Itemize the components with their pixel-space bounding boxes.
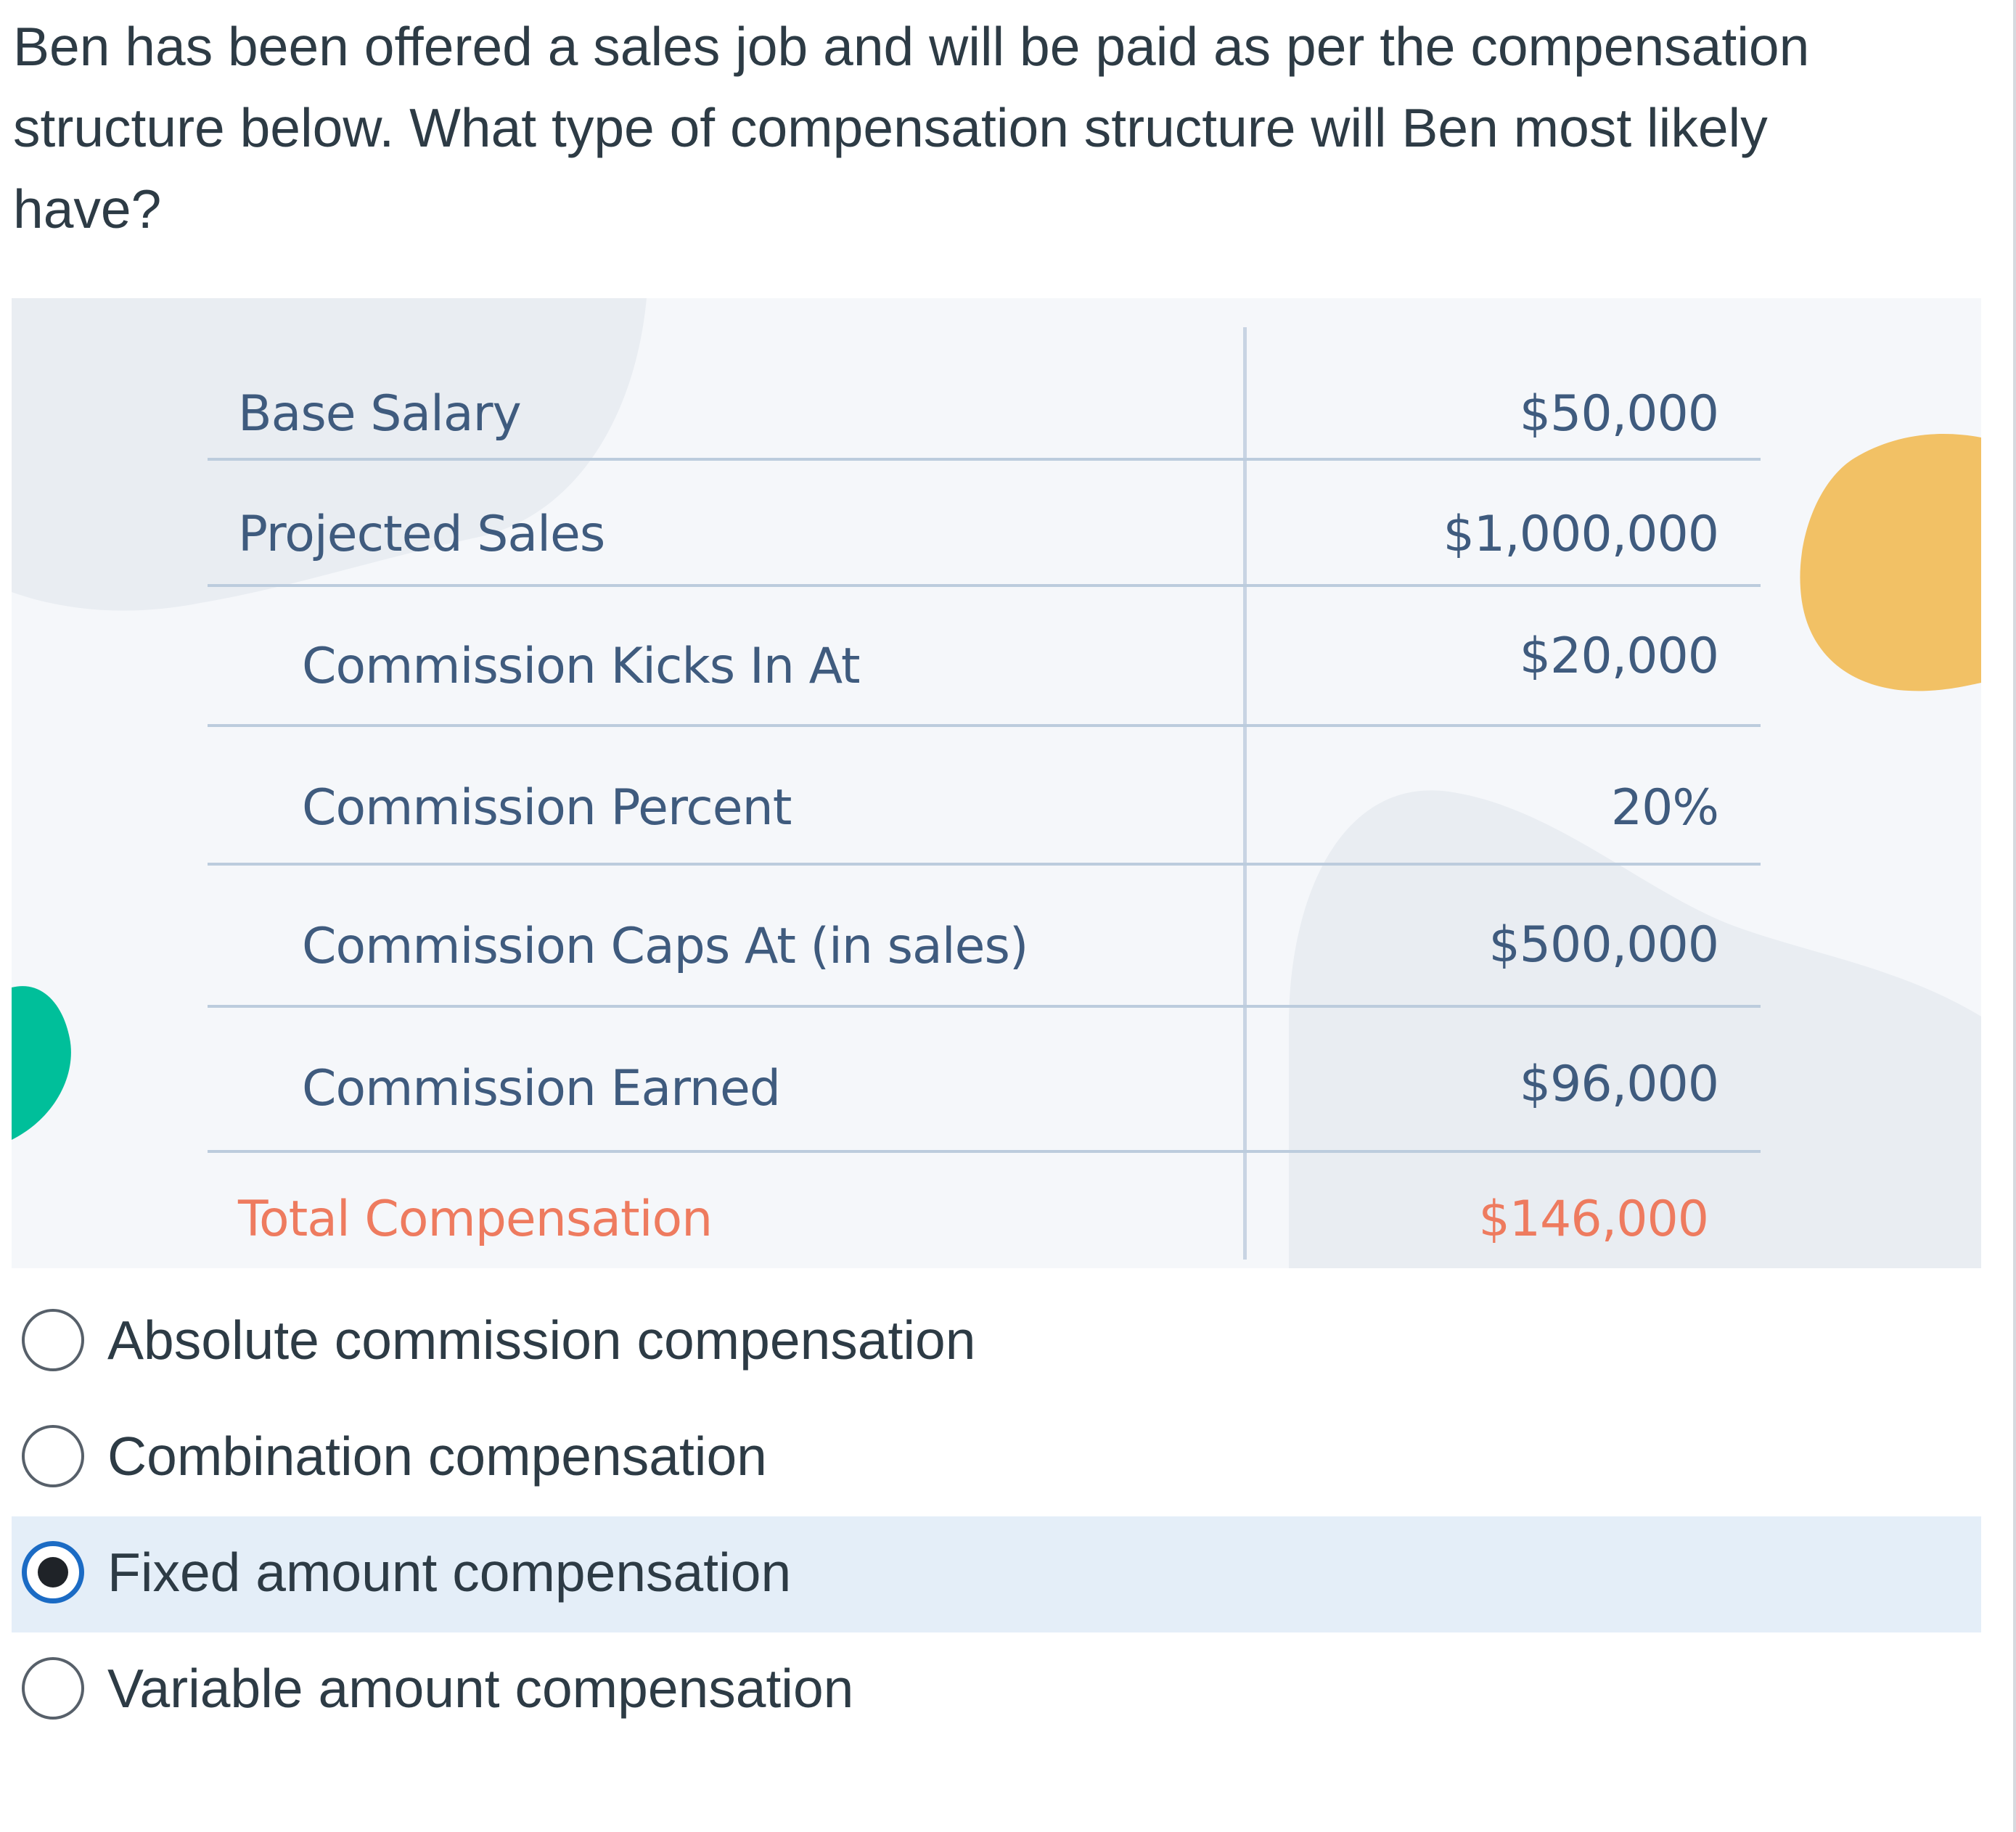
page-right-edge <box>2013 0 2016 1832</box>
table-row: Commission Earned $96,000 <box>208 1008 1761 1153</box>
top-left-blob <box>12 298 647 611</box>
table-row: Commission Kicks In At $20,000 <box>208 587 1761 727</box>
answer-label[interactable]: Fixed amount compensation <box>107 1542 792 1603</box>
green-blob <box>12 986 71 1140</box>
yellow-blob <box>1800 434 1981 691</box>
radio-button[interactable] <box>22 1309 84 1371</box>
row-value: $50,000 <box>1519 385 1719 443</box>
row-divider <box>208 1005 1761 1008</box>
answer-label[interactable]: Variable amount compensation <box>107 1658 854 1719</box>
table-total-row: Total Compensation $146,000 <box>208 1153 1761 1262</box>
row-divider <box>208 458 1761 461</box>
decorative-blobs <box>12 298 1981 1268</box>
row-label: Projected Sales <box>238 506 605 563</box>
total-label: Total Compensation <box>238 1191 713 1248</box>
bottom-right-blob <box>1289 790 1981 1268</box>
answer-option-combination[interactable]: Combination compensation <box>12 1400 1981 1516</box>
row-value: 20% <box>1610 779 1719 837</box>
question-text: Ben has been offered a sales job and wil… <box>13 16 1810 239</box>
row-value: $1,000,000 <box>1443 506 1719 563</box>
row-value: $96,000 <box>1519 1056 1719 1113</box>
row-label: Commission Earned <box>302 1060 781 1117</box>
answer-label[interactable]: Absolute commission compensation <box>107 1310 976 1371</box>
radio-selected-dot <box>38 1557 68 1587</box>
table-row: Commission Caps At (in sales) $500,000 <box>208 866 1761 1008</box>
answer-option-fixed-amount[interactable]: Fixed amount compensation <box>12 1516 1981 1632</box>
row-label: Commission Caps At (in sales) <box>302 918 1028 975</box>
radio-button-selected[interactable] <box>22 1541 84 1603</box>
table-row: Projected Sales $1,000,000 <box>208 461 1761 587</box>
row-value: $500,000 <box>1488 916 1719 974</box>
row-label: Commission Percent <box>302 779 792 837</box>
row-divider <box>208 724 1761 727</box>
compensation-image: Base Salary $50,000 Projected Sales $1,0… <box>12 298 1981 1268</box>
answer-option-absolute-commission[interactable]: Absolute commission compensation <box>12 1284 1981 1400</box>
answer-label[interactable]: Combination compensation <box>107 1426 767 1487</box>
table-row: Commission Percent 20% <box>208 727 1761 866</box>
radio-button[interactable] <box>22 1657 84 1720</box>
row-divider <box>208 1150 1761 1153</box>
answer-option-variable-amount[interactable]: Variable amount compensation <box>12 1632 1981 1749</box>
table-row: Base Salary $50,000 <box>208 327 1761 461</box>
row-label: Base Salary <box>238 385 522 443</box>
table-column-divider <box>1243 327 1247 1260</box>
row-divider <box>208 584 1761 587</box>
row-label: Commission Kicks In At <box>302 638 861 695</box>
row-divider <box>208 863 1761 866</box>
radio-button[interactable] <box>22 1425 84 1487</box>
row-value: $20,000 <box>1519 628 1719 685</box>
total-value: $146,000 <box>1478 1191 1709 1248</box>
